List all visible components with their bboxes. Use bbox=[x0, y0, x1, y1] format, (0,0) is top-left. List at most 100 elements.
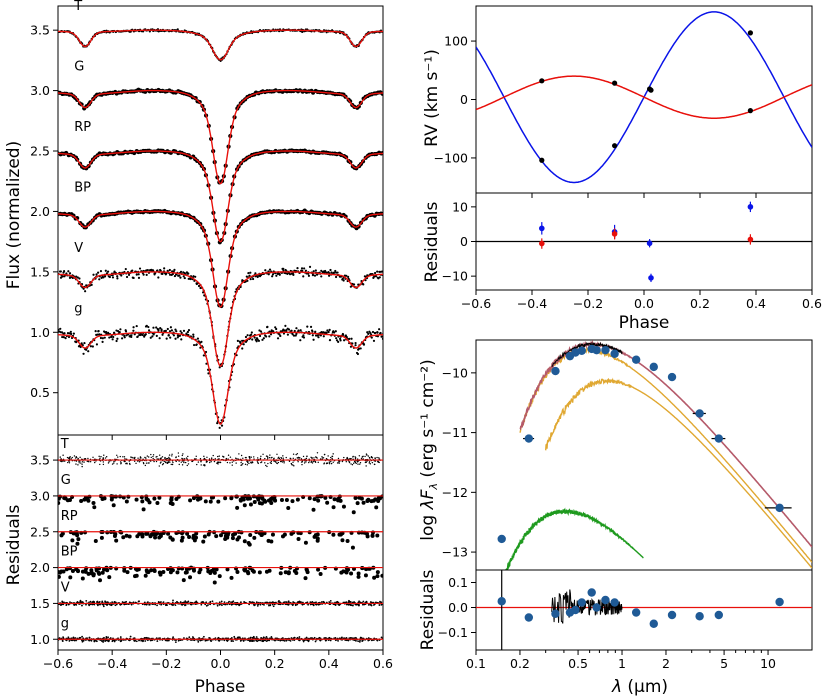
lcres-point-BP bbox=[133, 574, 138, 579]
lc-point-g bbox=[266, 325, 269, 328]
lc-point-V bbox=[157, 276, 160, 279]
lcres-point-V bbox=[256, 604, 259, 607]
lc-point-g bbox=[362, 343, 366, 346]
lcres-point-T bbox=[373, 463, 376, 466]
lc-point-g bbox=[242, 343, 245, 346]
lcres-point-T bbox=[311, 457, 313, 460]
lcres-point-V bbox=[379, 600, 381, 603]
lcres-point-T bbox=[78, 462, 80, 464]
lc-point-V bbox=[334, 275, 338, 279]
lcres-point-T bbox=[275, 461, 277, 463]
sedres-point bbox=[775, 597, 784, 607]
sed-plot-area bbox=[497, 340, 812, 570]
lcres-point-V bbox=[307, 603, 310, 606]
lcres-point-T bbox=[181, 454, 183, 457]
lcres-point-T bbox=[209, 461, 211, 464]
lcres-point-G bbox=[378, 496, 383, 501]
lcres-point-V bbox=[93, 603, 96, 606]
lcres-point-V bbox=[79, 600, 82, 603]
lcres-point-T bbox=[119, 461, 122, 463]
lcres-point-T bbox=[128, 462, 131, 465]
lcres-point-G bbox=[374, 505, 379, 510]
lcres-point-g bbox=[95, 640, 98, 643]
sedres-ylabel: Residuals bbox=[418, 570, 438, 651]
lcres-point-RP bbox=[282, 532, 287, 537]
lcres-point-G bbox=[366, 497, 371, 502]
lcres-point-T bbox=[105, 456, 108, 458]
lcres-point-T bbox=[253, 456, 255, 458]
lcres-point-G bbox=[235, 505, 240, 510]
lcres-point-g bbox=[133, 639, 136, 642]
lcres-point-T bbox=[193, 458, 196, 460]
lcres-point-V bbox=[223, 601, 226, 604]
lcres-point-BP bbox=[349, 571, 354, 576]
lcres-point-T bbox=[259, 457, 262, 460]
rvres-xtick-label: −0.2 bbox=[573, 296, 603, 311]
lcres-point-g bbox=[202, 635, 205, 638]
lcres-point-BP bbox=[91, 572, 96, 577]
lcres-point-T bbox=[299, 456, 301, 459]
lcres-point-g bbox=[90, 639, 93, 642]
lc-point-V bbox=[102, 276, 105, 279]
lcres-point-V bbox=[62, 601, 65, 604]
lcres-ytick-label: 2.0 bbox=[30, 560, 50, 575]
lcres-point-T bbox=[262, 453, 264, 456]
lc-point-g bbox=[255, 340, 258, 343]
sedres-frame bbox=[475, 569, 813, 651]
sedres-point bbox=[649, 619, 658, 628]
sedres-point bbox=[610, 598, 619, 607]
lcres-point-G bbox=[325, 500, 330, 505]
lcres-point-g bbox=[249, 639, 252, 642]
lc-point-g bbox=[97, 329, 100, 333]
lcres-point-T bbox=[108, 461, 110, 463]
lc-point-T bbox=[176, 28, 179, 31]
lcres-point-G bbox=[336, 497, 341, 502]
lc-point-V bbox=[116, 275, 119, 278]
lcres-point-V bbox=[184, 600, 187, 603]
lcres-point-g bbox=[261, 639, 264, 642]
lc-point-V bbox=[65, 272, 68, 275]
rv-point bbox=[747, 30, 754, 36]
lcres-point-g bbox=[120, 640, 123, 642]
lcres-point-T bbox=[371, 457, 374, 459]
lcres-point-T bbox=[169, 458, 171, 460]
lcres-point-T bbox=[205, 460, 208, 462]
sedres-ytick-label: 0.0 bbox=[448, 600, 468, 615]
lcres-point-T bbox=[217, 463, 219, 465]
lc-point-V bbox=[183, 276, 186, 280]
lcres-point-RP bbox=[340, 538, 345, 543]
lc-point-V bbox=[165, 272, 168, 275]
lc-point-g bbox=[145, 324, 148, 328]
lc-point-V bbox=[218, 366, 221, 369]
lcres-point-T bbox=[310, 461, 312, 464]
lcres-xtick-label: 0.0 bbox=[211, 656, 231, 671]
lcres-point-BP bbox=[246, 571, 251, 576]
rvres-xtick-label: 0.6 bbox=[802, 296, 822, 311]
lcres-point-T bbox=[171, 453, 173, 455]
lcres-point-V bbox=[263, 604, 265, 606]
lcres-point-BP bbox=[86, 571, 91, 576]
lcres-xlabel: Phase bbox=[195, 677, 246, 697]
lcres-point-T bbox=[290, 462, 293, 465]
lcres-point-g bbox=[262, 636, 265, 639]
lcres-point-RP bbox=[201, 539, 206, 544]
lcres-point-V bbox=[216, 604, 219, 607]
lcres-point-g bbox=[249, 636, 252, 639]
lc-point-g bbox=[380, 335, 383, 338]
lc-point-V bbox=[106, 270, 110, 273]
lcres-point-T bbox=[160, 458, 162, 460]
lcres-point-V bbox=[279, 601, 281, 604]
lcres-point-T bbox=[321, 457, 324, 459]
lcres-point-T bbox=[257, 462, 259, 465]
lc-point-V bbox=[248, 274, 251, 277]
lcres-point-g bbox=[174, 641, 177, 644]
lcres-point-G bbox=[58, 500, 61, 505]
lcres-point-g bbox=[265, 640, 268, 643]
lc-point-V bbox=[282, 267, 285, 270]
lcres-point-V bbox=[285, 601, 288, 604]
lcres-point-T bbox=[244, 463, 247, 466]
lcres-point-T bbox=[79, 460, 81, 462]
lcres-point-BP bbox=[212, 570, 217, 575]
lc-point-V bbox=[278, 273, 281, 276]
lcres-point-BP bbox=[356, 574, 361, 579]
